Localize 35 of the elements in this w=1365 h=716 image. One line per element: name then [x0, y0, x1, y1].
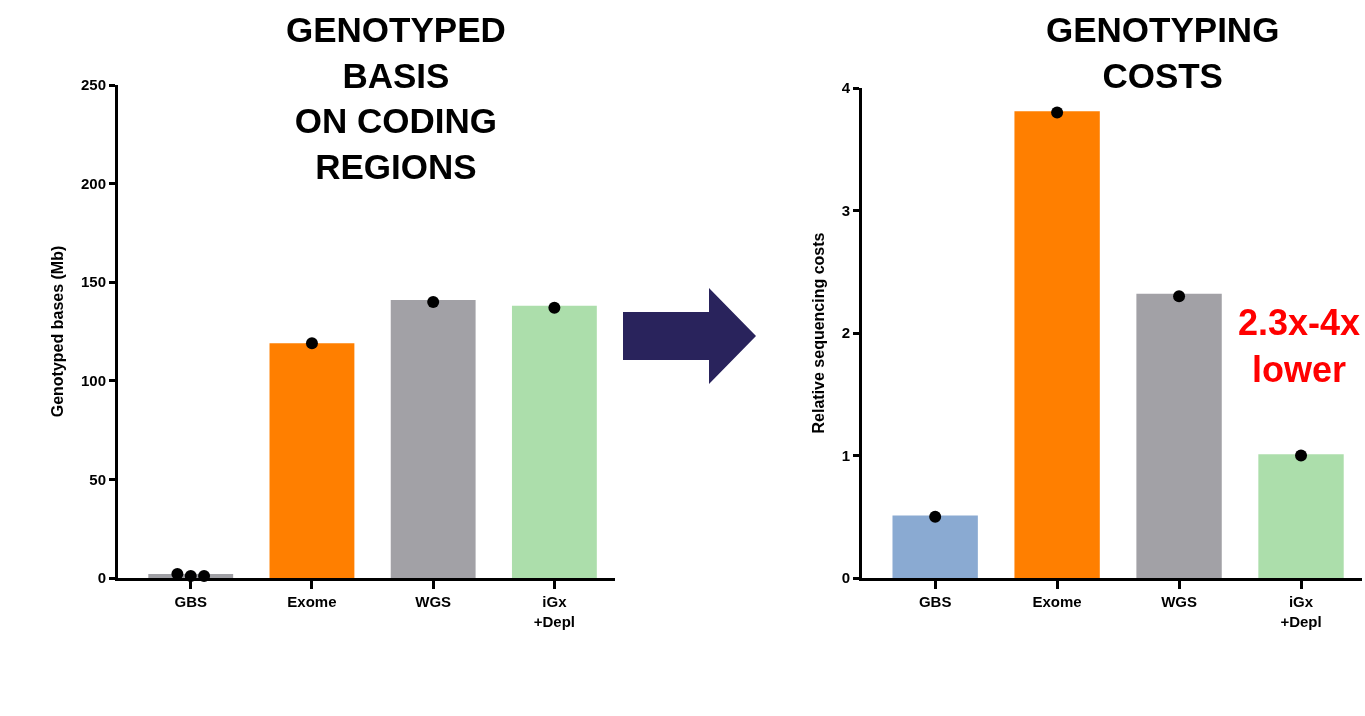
y-tick-label: 150	[80, 273, 106, 291]
point	[1295, 449, 1308, 462]
y-tick-label: 3	[841, 201, 850, 219]
x-tick-label: iGx +Depl	[533, 593, 576, 630]
y-axis-title: Genotyped bases (Mb)	[48, 245, 66, 418]
y-tick-label: 250	[80, 76, 106, 94]
x-tick-label: Exome	[1032, 593, 1082, 610]
y-axis-title: Relative sequencing costs	[809, 232, 827, 434]
x-tick-label: Exome	[287, 593, 337, 610]
annotation: 2.3x-4x lower	[1238, 302, 1361, 390]
point	[1173, 290, 1186, 303]
x-tick-label: iGx +Depl	[1280, 593, 1322, 630]
x-tick-label: GBS	[918, 593, 952, 610]
y-tick-label: 50	[89, 470, 106, 488]
y-tick-label: 200	[80, 174, 106, 192]
bar	[1014, 111, 1100, 578]
y-tick-label: 0	[841, 569, 850, 587]
point	[1051, 106, 1064, 119]
bar	[269, 343, 355, 578]
bar	[1258, 454, 1344, 578]
bar	[892, 515, 978, 578]
chart-title: GENOTYPING COSTS	[1046, 10, 1280, 95]
bar	[1136, 293, 1222, 578]
bar	[511, 305, 597, 578]
y-tick-label: 1	[841, 446, 850, 464]
chart-title: GENOTYPED BASIS ON CODING REGIONS	[286, 10, 506, 186]
y-tick-label: 100	[80, 372, 106, 390]
bar	[390, 299, 476, 578]
x-tick-label: WGS	[415, 593, 452, 610]
y-tick-label: 0	[97, 569, 106, 587]
y-tick-label: 4	[841, 79, 851, 97]
y-tick-label: 2	[841, 324, 850, 342]
point	[929, 510, 942, 523]
x-tick-label: WGS	[1161, 593, 1197, 610]
x-tick-label: GBS	[174, 593, 207, 610]
